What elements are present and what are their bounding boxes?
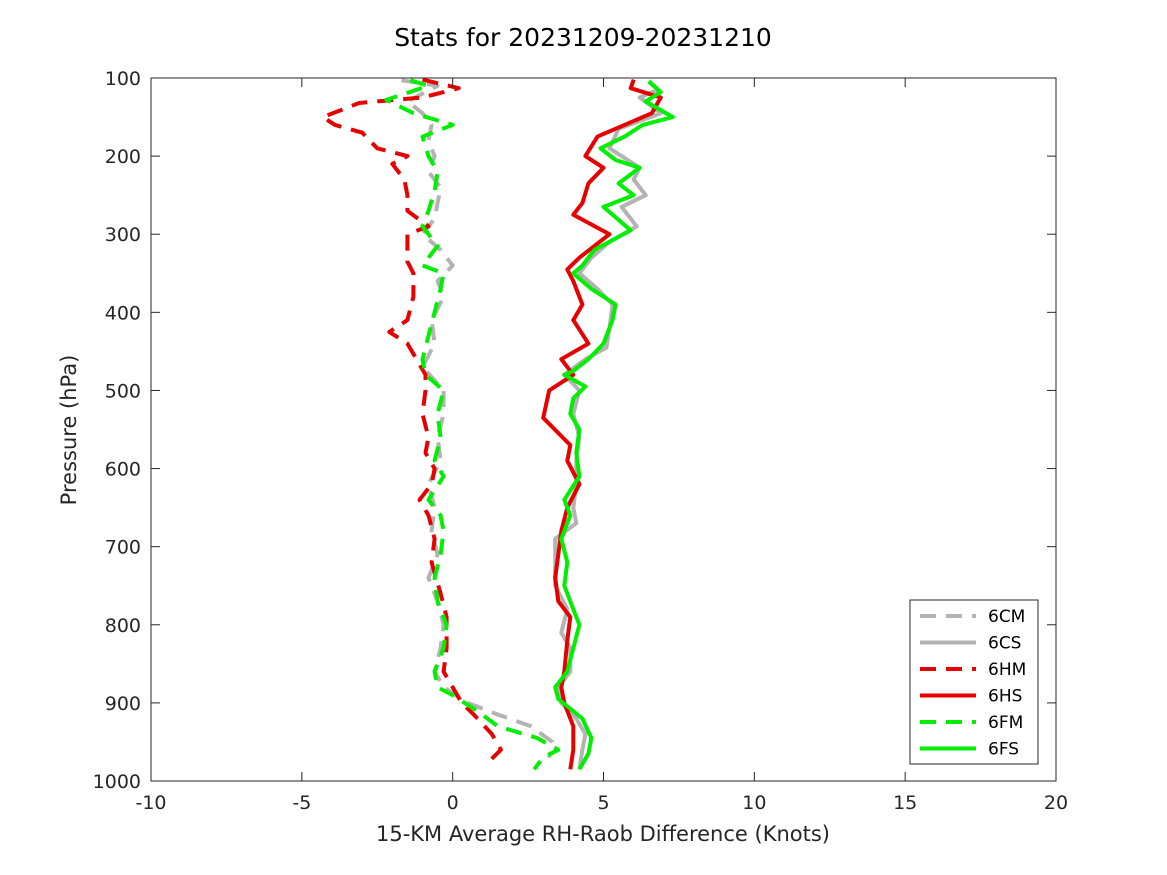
x-tick-label: -10 [135, 792, 166, 814]
series-line-6fm [384, 78, 561, 771]
legend: 6CM 6CS 6HM 6HS 6FM 6FS [909, 599, 1039, 765]
legend-label: 6CS [988, 634, 1021, 654]
legend-label: 6FS [988, 740, 1019, 760]
y-tick-label: 200 [105, 146, 141, 168]
y-tick-label: 600 [105, 459, 141, 481]
y-tick-label: 900 [105, 693, 141, 715]
legend-label: 6HS [988, 687, 1022, 707]
x-axis-title: 15-KM Average RH-Raob Difference (Knots) [376, 822, 830, 846]
x-tick-label: 0 [447, 792, 459, 814]
y-axis: 100 200 300 400 500 600 700 800 900 1000 [93, 68, 1056, 793]
series-line-6hs [541, 78, 663, 770]
x-tick-label: 20 [1044, 792, 1068, 814]
series-line-6fs [553, 79, 675, 771]
x-tick-label: -5 [292, 792, 311, 814]
plot-lines [320, 77, 675, 771]
y-tick-label: 100 [105, 68, 141, 90]
y-tick-label: 700 [105, 537, 141, 559]
y-tick-label: 1000 [93, 771, 141, 793]
legend-box [909, 599, 1039, 765]
y-tick-label: 300 [105, 224, 141, 246]
chart-title: Stats for 20231209-20231210 [394, 23, 772, 52]
x-tick-label: 15 [893, 792, 917, 814]
y-axis-title: Pressure (hPa) [57, 355, 81, 506]
x-axis: -10 -5 0 5 10 15 20 [135, 78, 1068, 814]
y-tick-label: 500 [105, 380, 141, 402]
y-tick-label: 800 [105, 615, 141, 637]
legend-label: 6HM [988, 660, 1026, 680]
legend-label: 6CM [988, 607, 1025, 627]
x-tick-label: 5 [597, 792, 609, 814]
series-line-6hm [320, 77, 503, 763]
x-tick-label: 10 [742, 792, 766, 814]
legend-label: 6FM [988, 713, 1023, 733]
y-tick-label: 400 [105, 302, 141, 324]
